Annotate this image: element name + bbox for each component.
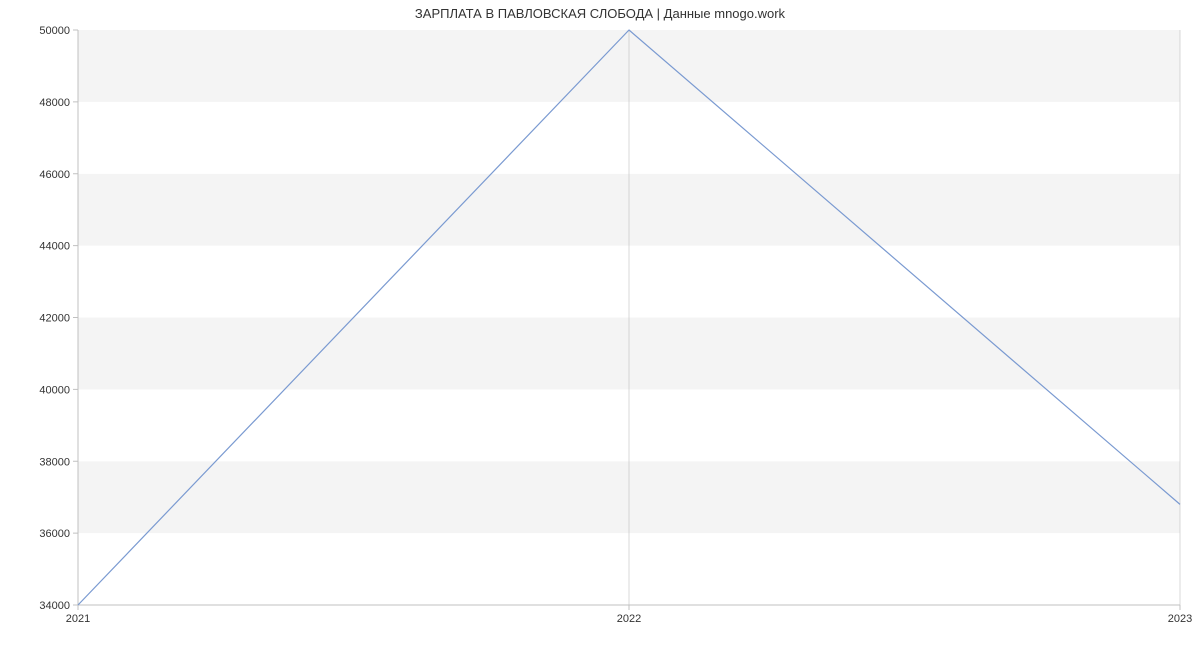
y-tick-label: 34000: [39, 600, 70, 612]
x-tick-label: 2023: [1168, 613, 1192, 625]
y-tick-label: 44000: [39, 241, 70, 253]
salary-line-chart: ЗАРПЛАТА В ПАВЛОВСКАЯ СЛОБОДА | Данные m…: [0, 0, 1200, 650]
y-tick-label: 50000: [39, 25, 70, 37]
y-tick-label: 40000: [39, 384, 70, 396]
y-tick-label: 38000: [39, 456, 70, 468]
chart-svg: 34000 36000 38000 40000 42000 44000 46000 48000…: [0, 0, 1200, 650]
x-tick-label: 2021: [66, 613, 90, 625]
y-tick-label: 36000: [39, 528, 70, 540]
y-tick-label: 46000: [39, 169, 70, 181]
y-tick-label: 48000: [39, 97, 70, 109]
x-tick-label: 2022: [617, 613, 641, 625]
y-tick-label: 42000: [39, 313, 70, 325]
